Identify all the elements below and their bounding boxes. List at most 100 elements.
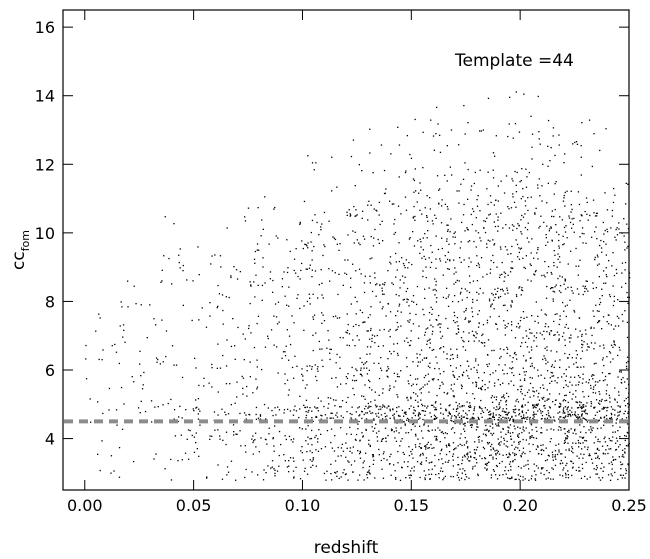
- scatter-point: [403, 461, 405, 463]
- scatter-point: [188, 458, 190, 460]
- scatter-point: [577, 418, 579, 420]
- scatter-point: [587, 219, 589, 221]
- scatter-point: [366, 330, 368, 332]
- scatter-point: [623, 413, 625, 415]
- scatter-point: [599, 345, 601, 347]
- scatter-point: [583, 453, 585, 456]
- scatter-point: [569, 221, 572, 224]
- scatter-point: [454, 321, 456, 324]
- scatter-point: [353, 205, 355, 208]
- scatter-point: [246, 385, 248, 388]
- scatter-point: [426, 407, 428, 409]
- scatter-point: [441, 335, 444, 337]
- scatter-point: [572, 223, 574, 225]
- scatter-point: [523, 465, 525, 467]
- scatter-point: [405, 413, 407, 415]
- scatter-point: [549, 441, 551, 443]
- scatter-point: [435, 417, 437, 420]
- scatter-point: [452, 370, 454, 373]
- scatter-point: [590, 405, 592, 407]
- scatter-point: [434, 214, 436, 216]
- scatter-point: [591, 462, 594, 464]
- scatter-point: [384, 192, 386, 194]
- scatter-point: [536, 430, 538, 432]
- scatter-point: [230, 345, 233, 348]
- scatter-point: [397, 450, 399, 453]
- scatter-point: [321, 223, 323, 225]
- scatter-point: [189, 429, 191, 432]
- scatter-point: [278, 430, 281, 433]
- scatter-point: [437, 324, 439, 326]
- scatter-point: [280, 443, 282, 446]
- scatter-point: [492, 254, 494, 257]
- scatter-point: [305, 417, 307, 419]
- scatter-point: [512, 357, 514, 359]
- scatter-point: [515, 294, 518, 296]
- scatter-point: [603, 233, 605, 235]
- scatter-point: [155, 324, 157, 326]
- scatter-point: [445, 410, 447, 412]
- scatter-point: [452, 236, 454, 238]
- scatter-point: [504, 272, 507, 275]
- scatter-point: [409, 319, 411, 321]
- scatter-point: [507, 417, 509, 419]
- scatter-point: [118, 362, 120, 365]
- scatter-point: [604, 436, 606, 438]
- scatter-point: [348, 461, 350, 463]
- scatter-point: [565, 464, 567, 467]
- scatter-point: [443, 477, 445, 479]
- scatter-point: [461, 462, 463, 465]
- scatter-point: [458, 190, 460, 192]
- scatter-point: [432, 135, 435, 137]
- scatter-point: [412, 383, 414, 385]
- scatter-point: [322, 365, 324, 368]
- scatter-point: [485, 433, 487, 436]
- scatter-point: [526, 229, 529, 231]
- scatter-point: [420, 453, 422, 456]
- scatter-point: [607, 452, 609, 455]
- scatter-point: [492, 294, 494, 296]
- scatter-point: [362, 462, 364, 464]
- scatter-point: [600, 416, 602, 419]
- scatter-point: [524, 213, 526, 215]
- scatter-point: [256, 366, 258, 368]
- scatter-point: [439, 373, 441, 375]
- scatter-point: [518, 414, 520, 416]
- scatter-point: [430, 461, 432, 464]
- scatter-point: [547, 145, 549, 147]
- scatter-point: [460, 415, 463, 417]
- scatter-point: [624, 249, 626, 251]
- scatter-point: [481, 380, 484, 382]
- scatter-point: [377, 412, 380, 414]
- scatter-point: [451, 174, 453, 176]
- scatter-point: [336, 386, 339, 388]
- scatter-point: [553, 334, 555, 336]
- scatter-point: [368, 439, 370, 441]
- scatter-point: [537, 467, 539, 469]
- scatter-point: [460, 241, 462, 243]
- scatter-point: [525, 371, 527, 373]
- scatter-point: [362, 436, 364, 438]
- scatter-point: [491, 401, 494, 403]
- scatter-point: [581, 414, 583, 416]
- scatter-point: [466, 227, 468, 229]
- scatter-point: [450, 218, 452, 220]
- scatter-point: [397, 205, 400, 207]
- scatter-point: [382, 477, 385, 479]
- scatter-point: [473, 335, 475, 337]
- scatter-point: [412, 323, 415, 325]
- scatter-point: [559, 315, 561, 317]
- scatter-point: [336, 317, 339, 319]
- scatter-point: [370, 401, 372, 403]
- scatter-point: [443, 370, 445, 373]
- scatter-point: [479, 169, 481, 171]
- scatter-point: [309, 450, 311, 452]
- scatter-point: [567, 406, 569, 408]
- scatter-point: [605, 267, 607, 269]
- scatter-point: [460, 417, 463, 419]
- scatter-point: [623, 235, 625, 237]
- scatter-point: [611, 463, 613, 465]
- scatter-point: [436, 435, 438, 438]
- scatter-point: [430, 119, 432, 121]
- scatter-point: [282, 351, 285, 353]
